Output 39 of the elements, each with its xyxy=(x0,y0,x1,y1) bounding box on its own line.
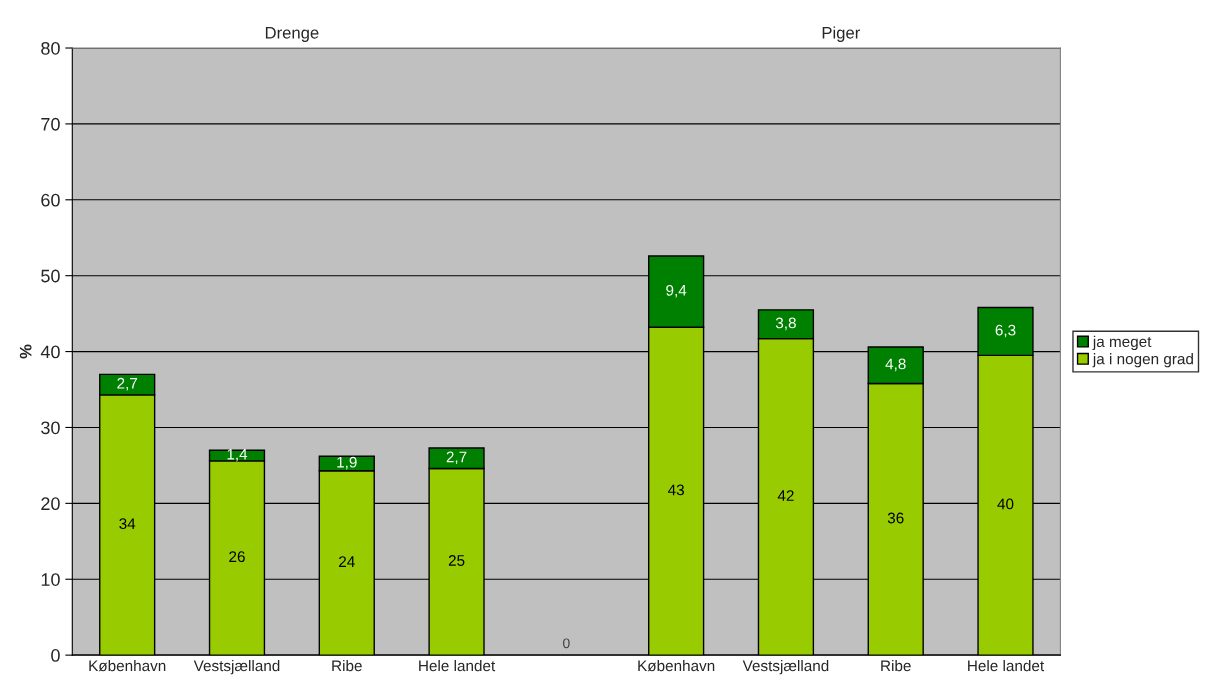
text: Drenge xyxy=(265,27,319,42)
data-label: 1,9 xyxy=(337,456,357,470)
y-tick-label: 30 xyxy=(41,421,60,435)
data-label: 34 xyxy=(119,518,136,530)
data-label: 2,7 xyxy=(117,377,138,391)
legend-label: ja i nogen grad xyxy=(1092,353,1193,368)
data-label: 40 xyxy=(997,498,1014,510)
y-axis-title: % xyxy=(19,344,32,359)
y-tick-label: 40 xyxy=(40,345,60,359)
x-tick-label: Ribe xyxy=(881,659,911,672)
y-tick-label: 70 xyxy=(41,117,60,131)
data-label: 1,4 xyxy=(227,448,248,462)
data-label: 2,7 xyxy=(446,451,467,465)
y-tick-label: 0 xyxy=(51,649,60,662)
x-tick-label: København xyxy=(638,659,715,672)
y-tick-label: 80 xyxy=(41,41,60,55)
data-label: 36 xyxy=(887,512,904,524)
y-tick-label: 50 xyxy=(41,269,60,283)
y-tick-label: 10 xyxy=(41,573,60,586)
x-tick-label: Hele landet xyxy=(419,659,496,672)
data-label: 6,3 xyxy=(995,324,1016,338)
data-label: 4,8 xyxy=(885,358,906,372)
data-label: 24 xyxy=(339,556,355,567)
data-label: 42 xyxy=(777,490,794,501)
y-tick-label: 60 xyxy=(41,193,60,207)
data-label: 26 xyxy=(229,551,245,563)
data-label: 0 xyxy=(563,638,570,649)
legend-label: ja meget xyxy=(1092,335,1152,351)
text: Piger xyxy=(822,26,860,42)
data-label: 43 xyxy=(667,484,684,496)
x-tick-label: Hele landet xyxy=(968,659,1045,672)
x-tick-label: Ribe xyxy=(332,659,362,672)
x-tick-label: Vestsjælland xyxy=(742,659,829,675)
data-label: 9,4 xyxy=(666,284,687,298)
y-tick-label: 20 xyxy=(41,497,60,511)
data-label: 25 xyxy=(448,555,465,566)
x-tick-label: Vestsjælland xyxy=(193,659,280,675)
x-tick-label: København xyxy=(89,659,166,672)
data-label: 3,8 xyxy=(775,317,796,331)
